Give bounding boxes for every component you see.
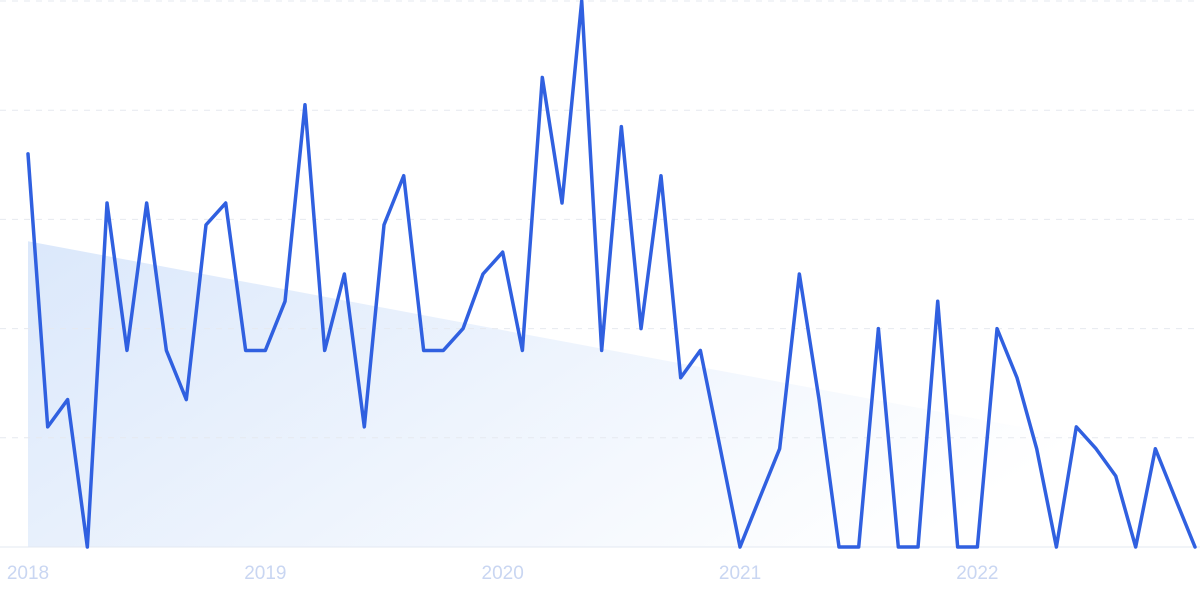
x-tick-label: 2019 bbox=[244, 563, 286, 584]
x-tick-label: 2020 bbox=[482, 563, 524, 584]
x-tick-label: 2018 bbox=[7, 563, 49, 584]
trend-area bbox=[28, 241, 1195, 548]
series-line bbox=[26, 0, 1197, 549]
x-tick-label: 2022 bbox=[956, 563, 998, 584]
x-tick-label: 2021 bbox=[719, 563, 761, 584]
